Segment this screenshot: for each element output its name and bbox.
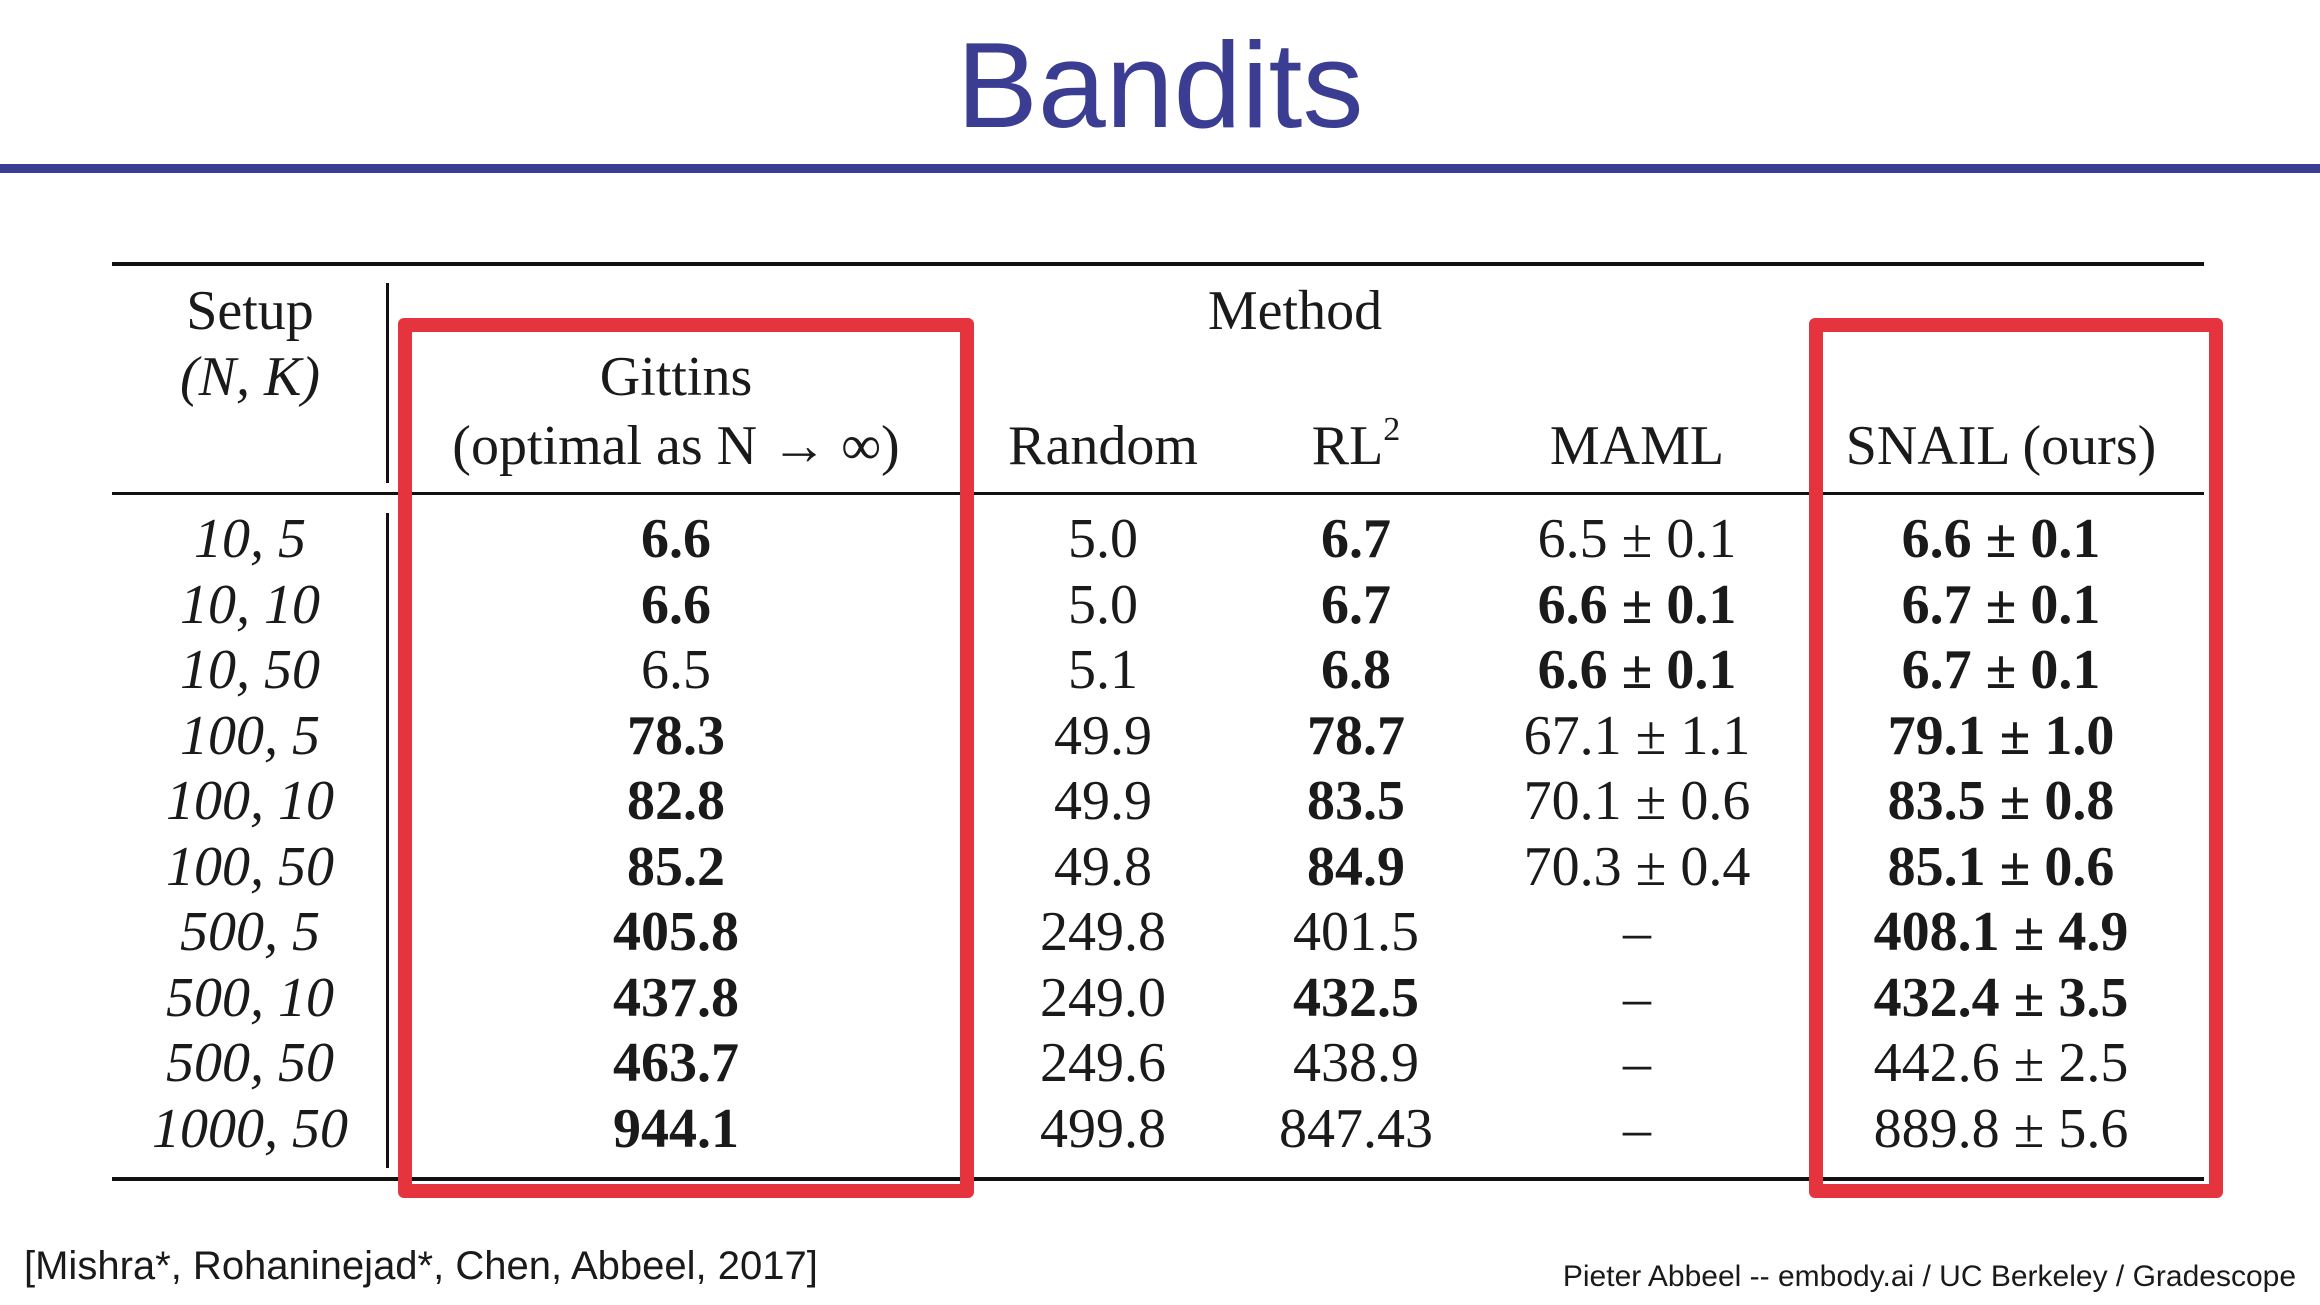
random-cell: 249.0 [1040, 966, 1166, 1029]
random-cell: 5.1 [1068, 639, 1138, 701]
maml-cell: – [1623, 901, 1651, 963]
snail-cell: 85.1 ± 0.6 [1887, 835, 2115, 898]
snail-cell: 6.6 ± 0.1 [1901, 508, 2101, 570]
setup-cell: 1000, 50 [152, 1097, 348, 1160]
table-header-rule [112, 492, 2204, 495]
snail-cell: 889.8 ± 5.6 [1873, 1097, 2129, 1160]
setup-cell: 100, 50 [166, 835, 334, 898]
snail-header: SNAIL (ours) [1845, 415, 2157, 477]
credit-line: Pieter Abbeel -- embody.ai / UC Berkeley… [1562, 1260, 2296, 1293]
random-cell: 5.0 [1068, 573, 1138, 636]
random-cell: 49.9 [1054, 704, 1152, 767]
header-divider [386, 283, 389, 483]
gittins-cell: 85.2 [627, 835, 725, 898]
maml-cell: 6.5 ± 0.1 [1537, 508, 1737, 570]
snail-cell: 442.6 ± 2.5 [1873, 1032, 2129, 1094]
setup-cell: 10, 50 [180, 639, 320, 701]
gittins-cell: 944.1 [613, 1097, 739, 1160]
snail-cell: 432.4 ± 3.5 [1873, 966, 2129, 1029]
setup-cell: 10, 5 [194, 508, 306, 570]
random-cell: 499.8 [1040, 1097, 1166, 1160]
gittins-cell: 82.8 [627, 770, 725, 832]
rl2-cell: 84.9 [1307, 835, 1405, 898]
rl2-cell: 6.7 [1321, 573, 1391, 636]
body-divider [386, 513, 389, 1168]
snail-cell: 83.5 ± 0.8 [1887, 770, 2115, 832]
setup-header: Setup [186, 280, 314, 342]
maml-cell: 70.1 ± 0.6 [1523, 770, 1751, 832]
maml-cell: – [1623, 1097, 1651, 1160]
rl2-cell: 438.9 [1293, 1032, 1419, 1094]
table-bottom-rule [112, 1177, 2204, 1181]
snail-cell: 6.7 ± 0.1 [1901, 573, 2101, 636]
snail-highlight-box [1809, 318, 2223, 1198]
gittins-cell: 437.8 [613, 966, 739, 1029]
maml-cell: 70.3 ± 0.4 [1523, 835, 1751, 898]
setup-cell: 500, 10 [166, 966, 334, 1029]
maml-header: MAML [1549, 415, 1725, 477]
rl2-cell: 847.43 [1279, 1097, 1433, 1160]
random-header: Random [1008, 415, 1198, 477]
slide-title: Bandits [956, 17, 1364, 153]
rl2-header-base: RL [1311, 415, 1384, 477]
gittins-subheader: (optimal as N → ∞) [452, 415, 900, 477]
maml-cell: – [1623, 966, 1651, 1029]
gittins-cell: 6.5 [641, 639, 711, 701]
gittins-highlight-box [398, 318, 974, 1198]
maml-cell: 67.1 ± 1.1 [1523, 704, 1751, 767]
setup-cell: 100, 5 [180, 704, 320, 767]
gittins-cell: 78.3 [627, 704, 725, 767]
rl2-cell: 432.5 [1293, 966, 1419, 1029]
gittins-cell: 405.8 [613, 901, 739, 963]
rl2-cell: 6.7 [1321, 508, 1391, 570]
gittins-header: Gittins [599, 346, 753, 408]
title-rule [0, 164, 2320, 173]
maml-cell: – [1623, 1032, 1651, 1094]
rl2-cell: 401.5 [1293, 901, 1419, 963]
rl2-cell: 6.8 [1321, 639, 1391, 701]
setup-cell: 100, 10 [166, 770, 334, 832]
random-cell: 249.8 [1040, 901, 1166, 963]
snail-cell: 6.7 ± 0.1 [1901, 639, 2101, 701]
citation: [Mishra*, Rohaninejad*, Chen, Abbeel, 20… [24, 1244, 818, 1288]
rl2-header-sup: 2 [1383, 411, 1401, 448]
random-cell: 249.6 [1040, 1032, 1166, 1094]
gittins-cell: 6.6 [641, 573, 711, 636]
rl2-cell: 78.7 [1307, 704, 1405, 767]
random-cell: 49.9 [1054, 770, 1152, 832]
maml-cell: 6.6 ± 0.1 [1537, 639, 1737, 701]
random-cell: 5.0 [1068, 508, 1138, 570]
setup-cell: 500, 50 [166, 1032, 334, 1094]
random-cell: 49.8 [1054, 835, 1152, 898]
gittins-cell: 463.7 [613, 1032, 739, 1094]
table-top-rule [112, 262, 2204, 266]
maml-cell: 6.6 ± 0.1 [1537, 573, 1737, 636]
method-header: Method [1207, 280, 1383, 342]
setup-cell: 500, 5 [180, 901, 320, 963]
rl2-cell: 83.5 [1307, 770, 1405, 832]
snail-cell: 79.1 ± 1.0 [1887, 704, 2115, 767]
setup-subheader: (N, K) [180, 346, 320, 408]
rl2-header: RL2 [1312, 413, 1401, 479]
gittins-cell: 6.6 [641, 508, 711, 570]
setup-cell: 10, 10 [180, 573, 320, 636]
snail-cell: 408.1 ± 4.9 [1873, 901, 2129, 963]
